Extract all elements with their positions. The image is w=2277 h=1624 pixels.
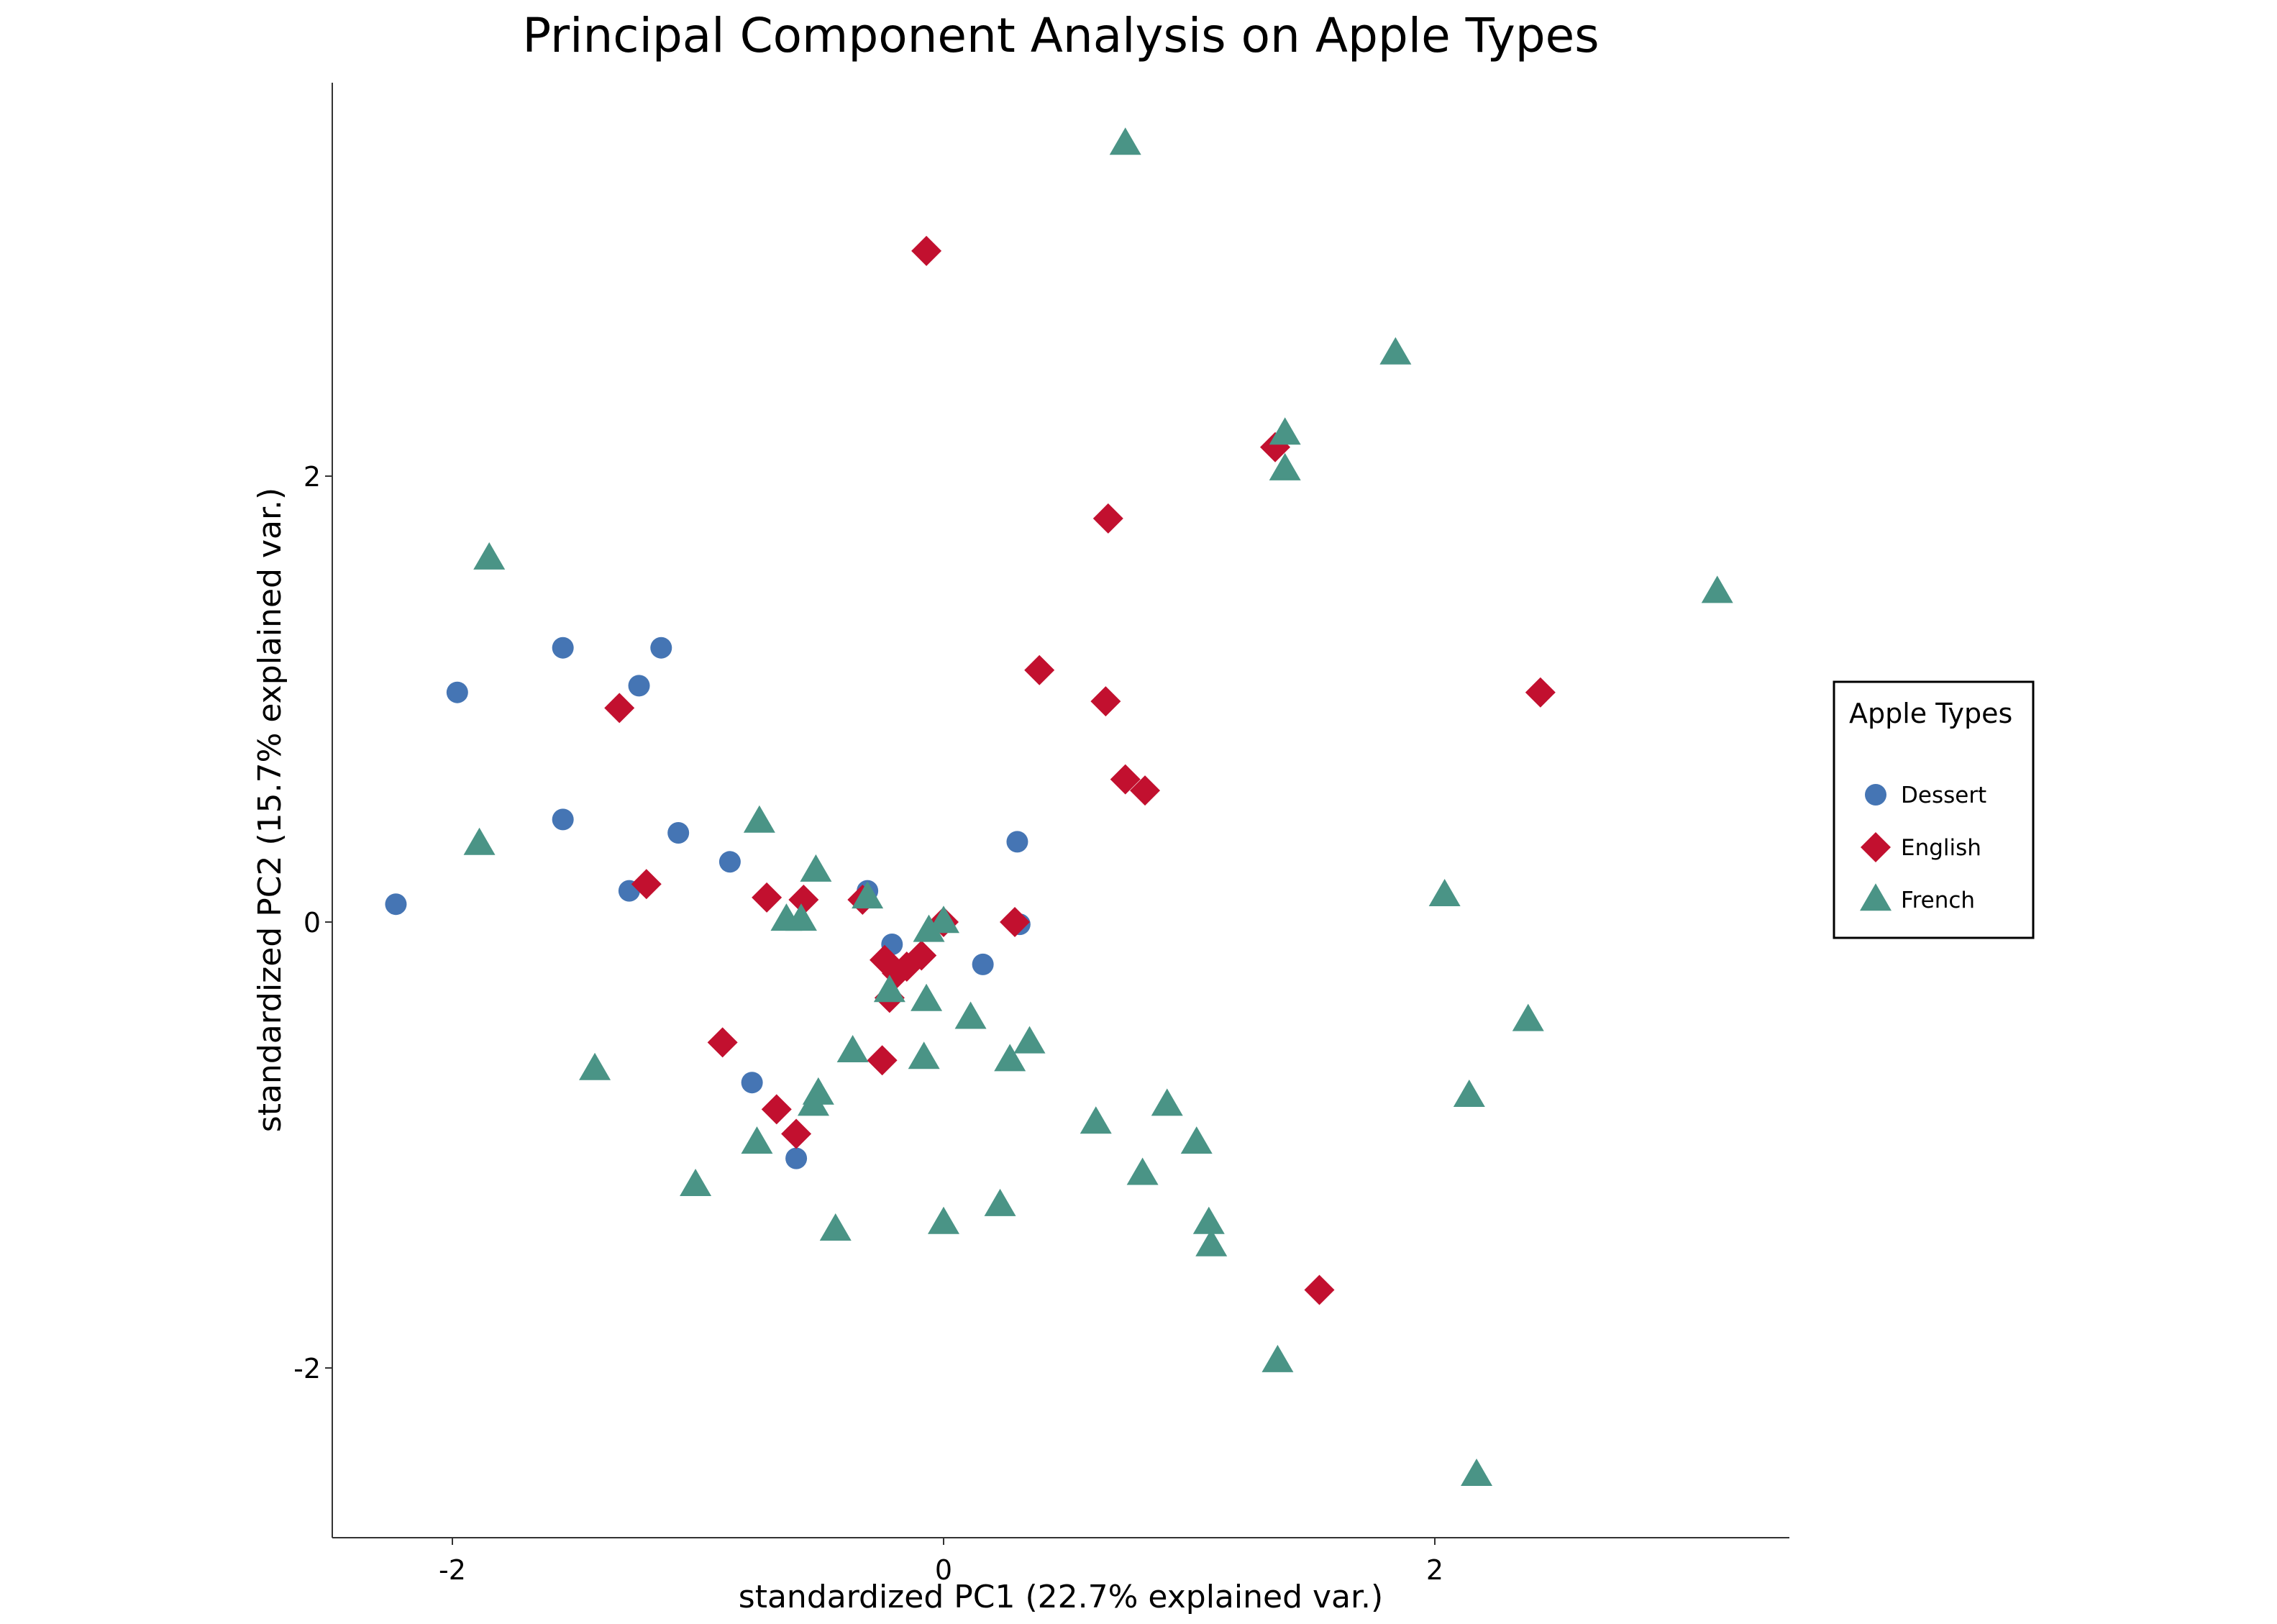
x-tick-label: 0 [935,1554,952,1586]
french-point [1080,1106,1112,1134]
x-axis-title: standardized PC1 (22.7% explained var.) [739,1579,1383,1615]
french-point [1269,417,1301,445]
french-point [1195,1228,1228,1256]
english-point [1525,677,1556,708]
french-point [836,1035,869,1062]
y-axis-title: standardized PC2 (15.7% explained var.) [252,488,288,1132]
chart-title: Principal Component Analysis on Apple Ty… [522,8,1599,63]
french-point [1261,1344,1294,1372]
french-point [1192,1206,1225,1234]
points-layer [385,127,1733,1486]
english-point [1000,907,1031,937]
french-point [800,854,832,882]
dessert-point [628,675,650,697]
french-point [1126,1157,1159,1185]
french-point [741,1126,773,1154]
dessert-point [385,893,407,916]
french-point [984,1188,1016,1216]
english-point [1090,686,1121,717]
french-point [463,827,496,855]
dessert-point [785,1147,808,1169]
french-point [911,983,943,1011]
dessert-point [552,808,574,831]
dessert-point [718,851,741,873]
french-point [743,805,775,833]
english-point [1130,775,1161,806]
french-point [908,1041,940,1069]
english-point [1304,1274,1335,1305]
french-point [1701,575,1733,603]
english-point [631,869,662,900]
dessert-point [552,637,574,659]
dessert-point [741,1072,763,1094]
french-point [785,903,817,931]
english-point [867,1045,898,1076]
french-point [1269,452,1301,480]
english-point [788,885,819,915]
series-dessert [385,637,1031,1169]
french-point [473,542,506,570]
english-point [1110,764,1141,795]
x-tick-label: -2 [439,1554,466,1586]
french-point [1151,1088,1183,1116]
french-point [1461,1459,1493,1486]
dessert-point [446,681,468,703]
french-point [1180,1126,1213,1154]
legend: Apple Types Dessert English French [1833,680,2035,939]
english-point [604,693,635,724]
y-tick-label: 2 [304,461,321,493]
dessert-point [650,637,672,659]
english-point [1092,503,1123,534]
legend-french-marker [1860,883,1892,911]
axes: -2 0 2 -2 0 2 [293,83,1789,1586]
english-point [761,1094,792,1125]
y-tick-label: -2 [293,1353,321,1384]
french-point [579,1052,611,1080]
legend-box [1833,680,2035,939]
french-point [1428,879,1461,906]
french-point [928,1206,959,1234]
legend-french-label: French [1901,888,1975,913]
french-point [1379,337,1412,365]
ticks-layer: -2 0 2 -2 0 2 [293,461,1443,1586]
french-point [819,1213,852,1241]
french-point [873,975,905,1003]
x-tick-label: 2 [1426,1554,1443,1586]
french-point [680,1169,712,1196]
dessert-point [667,822,690,844]
legend-dessert-marker [1865,784,1886,806]
legend-dessert-label: Dessert [1901,783,1986,808]
y-tick-label: 0 [304,907,321,939]
legend-title: Apple Types [1849,698,2012,729]
english-point [707,1027,738,1058]
english-point [1024,654,1055,685]
dessert-point [972,953,994,975]
legend-english-marker [1861,832,1891,862]
french-point [1013,1026,1046,1054]
french-point [852,881,884,909]
english-point [752,882,782,913]
french-point [913,914,945,942]
series-french [463,127,1733,1486]
english-point [906,940,937,971]
legend-english-label: English [1901,835,1981,861]
english-point [911,235,942,266]
french-point [802,1077,834,1105]
french-point [994,1044,1026,1072]
french-point [928,905,959,934]
dessert-point [1006,831,1028,853]
french-point [1109,127,1141,155]
french-point [954,1001,987,1029]
english-point [781,1118,812,1149]
french-point [1512,1003,1544,1031]
legend-items: Dessert English French [1860,783,1986,913]
french-point [1453,1080,1485,1107]
